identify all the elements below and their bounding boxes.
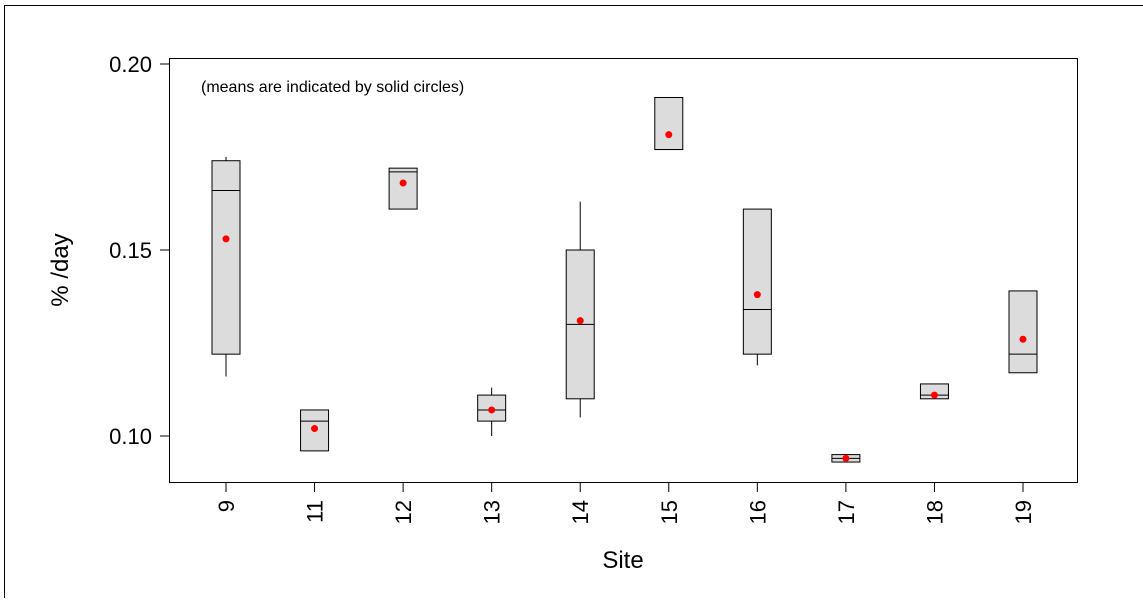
mean-point	[577, 317, 584, 324]
mean-point	[754, 291, 761, 298]
box-site-12	[389, 168, 417, 209]
mean-point	[665, 131, 672, 138]
x-tick-label: 14	[568, 500, 593, 524]
iqr-box	[743, 209, 771, 354]
box-site-19	[1009, 291, 1037, 373]
mean-point	[842, 455, 849, 462]
x-tick-label: 16	[745, 500, 770, 524]
box-site-17	[832, 455, 860, 462]
mean-point	[311, 425, 318, 432]
y-tick-label: 0.15	[109, 238, 152, 263]
y-tick-label: 0.20	[109, 52, 152, 77]
x-tick-label: 19	[1011, 500, 1036, 524]
box-site-11	[301, 410, 329, 451]
iqr-box	[389, 168, 417, 209]
x-tick-label: 15	[657, 500, 682, 524]
x-tick-label: 9	[214, 500, 239, 512]
y-axis: 0.20 0.15 0.10	[109, 52, 170, 449]
x-tick-label: 12	[391, 500, 416, 524]
x-axis-title: Site	[602, 547, 643, 574]
mean-point	[931, 392, 938, 399]
mean-point	[223, 235, 230, 242]
mean-point	[400, 180, 407, 187]
x-axis: 9 11 12 13 14 15 16 17 18 19	[214, 482, 1036, 524]
mean-point	[488, 406, 495, 413]
y-tick-label: 0.10	[109, 424, 152, 449]
box-site-15	[655, 97, 683, 149]
iqr-box	[655, 97, 683, 149]
box-site-16	[743, 209, 771, 365]
box-site-9	[212, 157, 240, 376]
x-tick-label: 17	[834, 500, 859, 524]
x-tick-label: 11	[303, 500, 328, 523]
mean-point	[1020, 336, 1027, 343]
y-axis-title: % /day	[47, 233, 74, 306]
iqr-box	[1009, 291, 1037, 373]
x-tick-label: 18	[922, 500, 947, 524]
box-site-18	[920, 384, 948, 399]
iqr-box	[212, 161, 240, 354]
x-tick-label: 13	[480, 500, 505, 524]
means-annotation: (means are indicated by solid circles)	[201, 79, 464, 96]
